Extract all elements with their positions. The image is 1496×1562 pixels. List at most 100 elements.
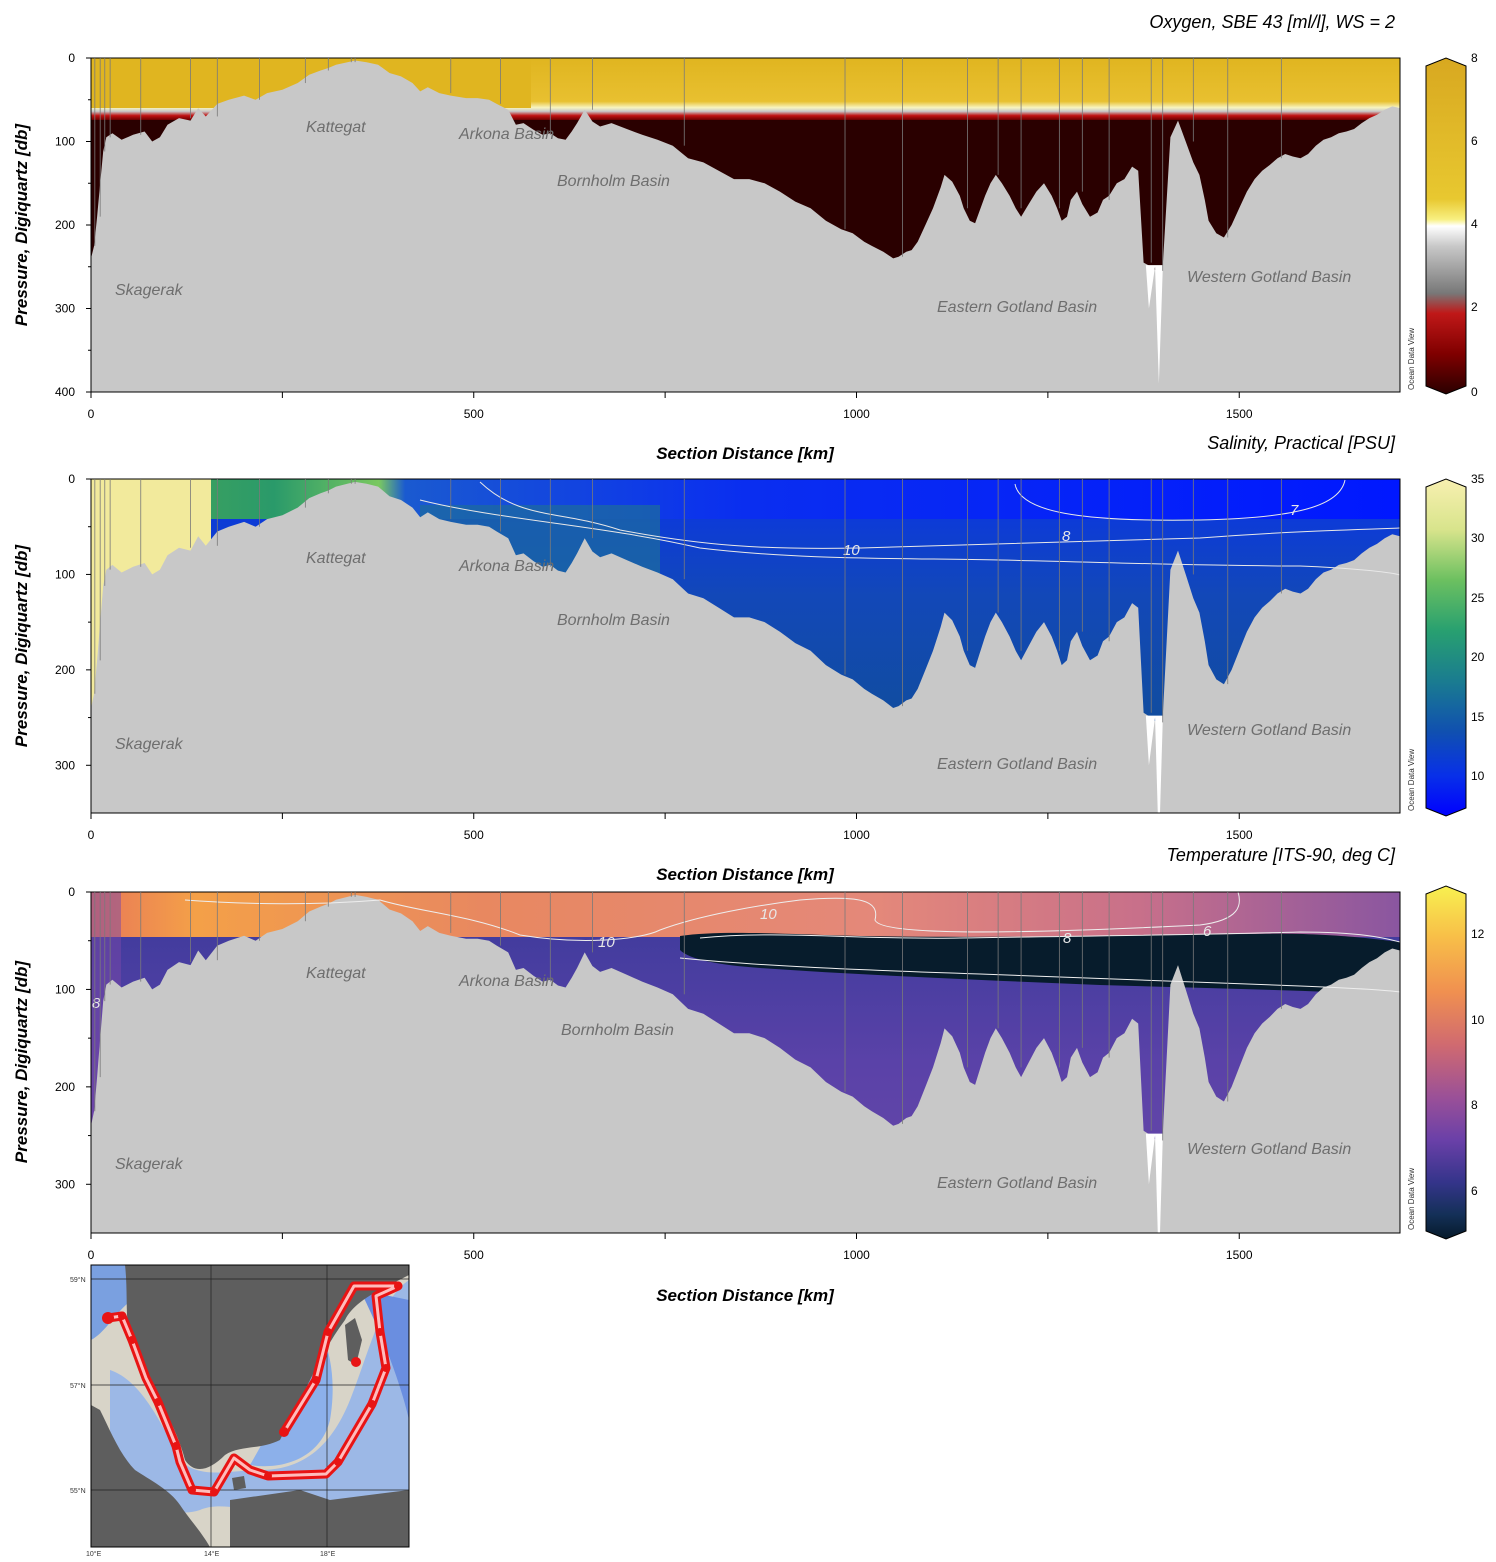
map-land-south bbox=[230, 1490, 409, 1547]
temperature-station-lines bbox=[94, 892, 1282, 1141]
temperature-colorbar: 12 10 8 6 bbox=[1425, 885, 1485, 1240]
map-station-dot bbox=[154, 1398, 162, 1406]
salinity-contour-label: 7 bbox=[1290, 502, 1299, 519]
region-skagerak: Skagerak bbox=[115, 1156, 184, 1173]
map-lon-label: 18°E bbox=[320, 1550, 336, 1558]
oxygen-cb-tick: 4 bbox=[1471, 217, 1478, 231]
region-western-gotland-basin: Western Gotland Basin bbox=[1187, 722, 1351, 739]
station-map: 59°N 57°N 55°N 10°E 14°E 18°E bbox=[70, 1264, 410, 1558]
region-arkona-basin: Arkona Basin bbox=[458, 126, 554, 143]
oxygen-seafloor bbox=[91, 60, 1400, 392]
map-station-dot bbox=[210, 1488, 218, 1496]
oxygen-colorbar: 8 6 4 2 0 bbox=[1425, 51, 1478, 399]
oxygen-y-label: Pressure, Digiquartz [db] bbox=[12, 123, 31, 326]
y-tick-label: 0 bbox=[68, 51, 75, 65]
map-station-dot bbox=[172, 1442, 180, 1450]
temperature-seafloor bbox=[91, 894, 1400, 1233]
map-station-dot bbox=[368, 1400, 376, 1408]
x-tick-label: 500 bbox=[464, 828, 484, 842]
region-western-gotland-basin: Western Gotland Basin bbox=[1187, 1141, 1351, 1158]
map-lat-label: 57°N bbox=[70, 1382, 86, 1390]
x-tick-label: 500 bbox=[464, 1248, 484, 1262]
salinity-seafloor-gap bbox=[1145, 715, 1163, 813]
map-stations bbox=[102, 1282, 402, 1496]
region-eastern-gotland-basin: Eastern Gotland Basin bbox=[937, 1175, 1097, 1192]
salinity-contour-label: 10 bbox=[843, 542, 860, 559]
y-tick-label: 400 bbox=[55, 385, 75, 399]
salinity-seafloor bbox=[91, 481, 1400, 813]
salinity-contour-label: 8 bbox=[1062, 528, 1071, 545]
map-lat-label: 55°N bbox=[70, 1487, 86, 1495]
salinity-x-ticks: 0 500 1000 1500 bbox=[88, 813, 1253, 842]
temperature-y-ticks: 0 100 200 300 bbox=[55, 885, 91, 1191]
map-island-gotland bbox=[345, 1318, 362, 1365]
region-arkona-basin: Arkona Basin bbox=[458, 973, 554, 990]
oxygen-seafloor-gap bbox=[1145, 265, 1163, 384]
y-tick-label: 200 bbox=[55, 663, 75, 677]
temperature-contour-label: 6 bbox=[1203, 923, 1212, 940]
x-tick-label: 1500 bbox=[1226, 407, 1253, 421]
map-station-dot bbox=[324, 1328, 332, 1336]
region-western-gotland-basin: Western Gotland Basin bbox=[1187, 269, 1351, 286]
oxygen-cb-tick: 8 bbox=[1471, 51, 1478, 65]
temperature-contour-label: 10 bbox=[598, 934, 615, 951]
temperature-cb-tick: 8 bbox=[1471, 1098, 1478, 1112]
region-bornholm-basin: Bornholm Basin bbox=[561, 1022, 674, 1039]
x-tick-label: 0 bbox=[88, 407, 95, 421]
temperature-contour-label: 8 bbox=[1063, 930, 1072, 947]
y-tick-label: 100 bbox=[55, 567, 75, 581]
salinity-station-lines bbox=[94, 479, 1282, 723]
salinity-cb-tick: 20 bbox=[1471, 650, 1485, 664]
y-tick-label: 300 bbox=[55, 1177, 75, 1191]
map-lon-label: 14°E bbox=[204, 1550, 220, 1558]
oxygen-panel: Oxygen, SBE 43 [ml/l], WS = 2 Kattegat A… bbox=[12, 12, 1478, 463]
temperature-seafloor-gap bbox=[1145, 1133, 1163, 1233]
map-station-dot bbox=[376, 1328, 384, 1336]
region-skagerak: Skagerak bbox=[115, 736, 184, 753]
salinity-odv-watermark: Ocean Data View bbox=[1407, 749, 1416, 811]
x-tick-label: 1500 bbox=[1226, 828, 1253, 842]
temperature-y-label: Pressure, Digiquartz [db] bbox=[12, 960, 31, 1163]
temperature-cb-tick: 12 bbox=[1471, 927, 1485, 941]
oxygen-title: Oxygen, SBE 43 [ml/l], WS = 2 bbox=[1149, 12, 1395, 32]
oxygen-x-label: Section Distance [km] bbox=[656, 444, 835, 463]
map-land-denmark bbox=[91, 1405, 210, 1547]
map-station-dot bbox=[382, 1364, 390, 1372]
x-tick-label: 0 bbox=[88, 1248, 95, 1262]
temperature-cb-tick: 6 bbox=[1471, 1184, 1478, 1198]
x-tick-label: 1500 bbox=[1226, 1248, 1253, 1262]
temperature-x-label: Section Distance [km] bbox=[656, 1286, 835, 1305]
salinity-colorbar: 35 30 25 20 15 10 bbox=[1425, 472, 1485, 817]
map-station-dot bbox=[394, 1282, 402, 1290]
y-tick-label: 0 bbox=[68, 472, 75, 486]
temperature-title: Temperature [ITS-90, deg C] bbox=[1167, 845, 1396, 865]
map-lon-label: 10°E bbox=[86, 1550, 102, 1558]
salinity-cb-tick: 10 bbox=[1471, 769, 1485, 783]
map-station-dot bbox=[279, 1427, 289, 1437]
oxygen-cb-tick: 2 bbox=[1471, 300, 1478, 314]
region-kattegat: Kattegat bbox=[306, 550, 366, 567]
oxygen-cb-tick: 0 bbox=[1471, 385, 1478, 399]
x-tick-label: 1000 bbox=[843, 1248, 870, 1262]
temperature-contour-label: 10 bbox=[760, 906, 777, 923]
oxygen-station-lines bbox=[94, 58, 1282, 271]
region-bornholm-basin: Bornholm Basin bbox=[557, 612, 670, 629]
temperature-contour-label: 8 bbox=[92, 995, 101, 1012]
salinity-cb-tick: 30 bbox=[1471, 531, 1485, 545]
temperature-x-ticks: 0 500 1000 1500 bbox=[88, 1233, 1253, 1262]
x-tick-label: 0 bbox=[88, 828, 95, 842]
salinity-y-ticks: 0 100 200 300 bbox=[55, 472, 91, 772]
x-tick-label: 1000 bbox=[843, 407, 870, 421]
temperature-panel: Temperature [ITS-90, deg C] 10 10 8 6 8 … bbox=[12, 845, 1485, 1305]
salinity-cb-tick: 25 bbox=[1471, 591, 1485, 605]
y-tick-label: 100 bbox=[55, 982, 75, 996]
region-bornholm-basin: Bornholm Basin bbox=[557, 173, 670, 190]
map-station-dot bbox=[264, 1472, 272, 1480]
salinity-x-label: Section Distance [km] bbox=[656, 865, 835, 884]
temperature-odv-watermark: Ocean Data View bbox=[1407, 1168, 1416, 1230]
salinity-cb-tick: 35 bbox=[1471, 472, 1485, 486]
oxygen-x-ticks: 0 500 1000 1500 bbox=[88, 392, 1253, 421]
y-tick-label: 200 bbox=[55, 1080, 75, 1094]
y-tick-label: 200 bbox=[55, 218, 75, 232]
